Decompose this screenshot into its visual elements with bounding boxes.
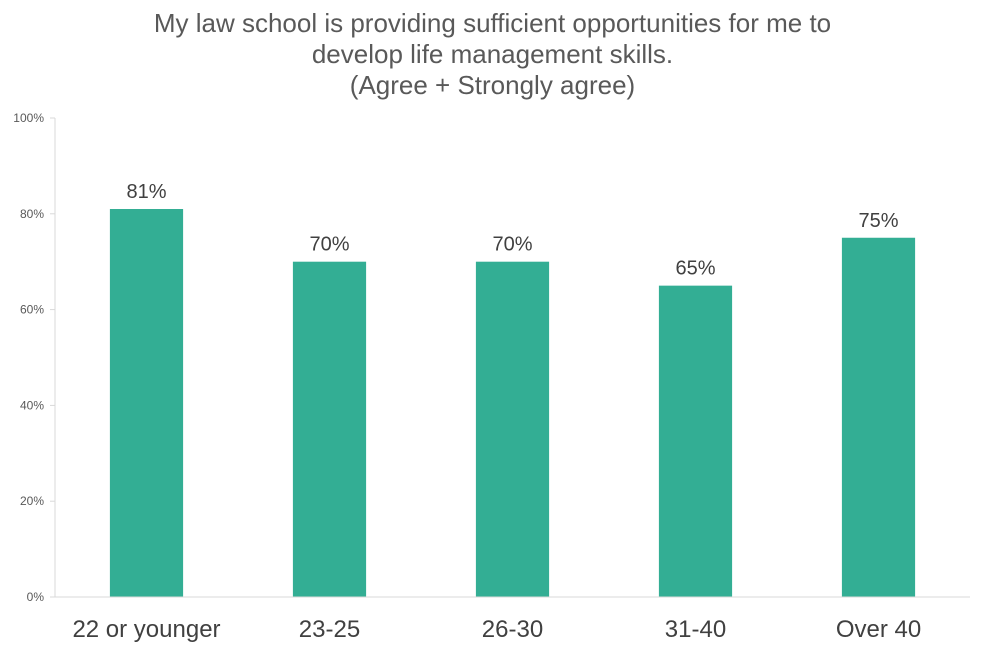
bar	[109, 209, 184, 597]
y-tick-label: 80%	[20, 207, 44, 221]
chart-title-line-1: My law school is providing sufficient op…	[153, 8, 832, 38]
category-label: 31-40	[665, 616, 726, 643]
y-tick-label: 0%	[27, 590, 45, 604]
data-label: 75%	[858, 210, 898, 232]
category-label: 23-25	[299, 616, 360, 643]
data-label: 70%	[492, 234, 532, 256]
y-tick-label: 40%	[20, 398, 44, 412]
y-tick-label: 20%	[20, 494, 44, 508]
chart-title-line-2: develop life management skills.	[311, 39, 674, 69]
data-label: 70%	[309, 234, 349, 256]
bar	[658, 285, 733, 597]
chart-title: My law school is providing sufficient op…	[0, 8, 985, 101]
chart-title-line-3: (Agree + Strongly agree)	[349, 70, 636, 100]
y-tick-label: 100%	[13, 111, 44, 125]
category-label: 26-30	[482, 616, 543, 643]
data-label: 81%	[126, 181, 166, 203]
category-label: Over 40	[836, 616, 921, 643]
bar	[841, 237, 916, 597]
data-label: 65%	[675, 258, 715, 280]
bar	[292, 261, 367, 597]
bar	[475, 261, 550, 597]
category-label: 22 or younger	[72, 616, 220, 643]
y-tick-label: 60%	[20, 303, 44, 317]
